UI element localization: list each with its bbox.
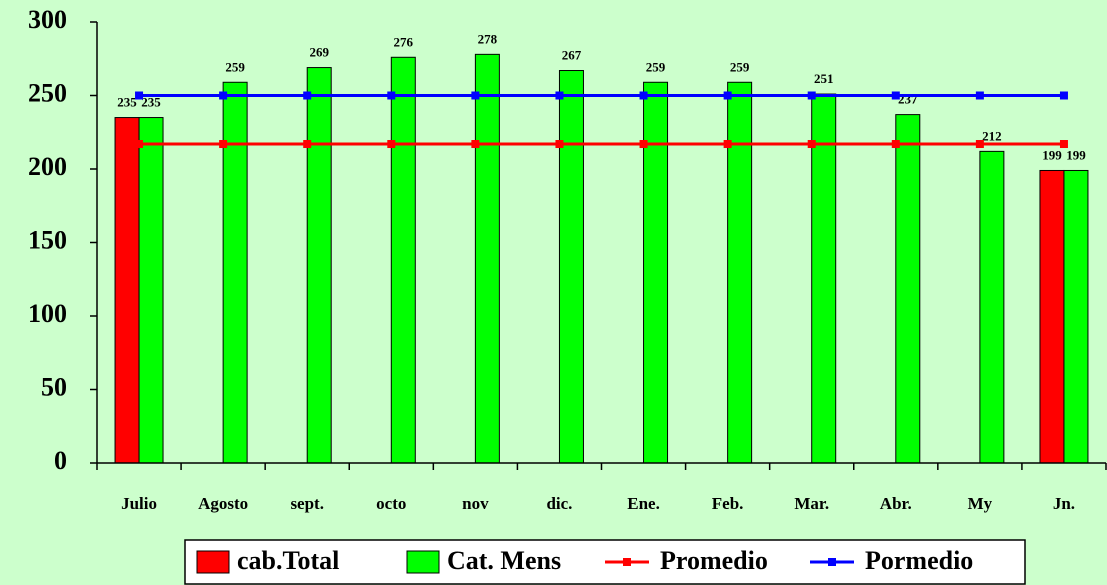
marker: [303, 140, 312, 149]
bar: [979, 150, 1005, 464]
x-tick-label: Jn.: [1053, 494, 1075, 513]
x-tick-label: Ene.: [627, 494, 660, 513]
bar: [474, 53, 500, 464]
bar: [222, 81, 248, 464]
marker: [807, 140, 816, 149]
y-tick-label: 100: [28, 299, 67, 328]
x-tick-label: octo: [376, 494, 406, 513]
legend-label: cab.Total: [237, 546, 339, 575]
legend-label: Cat. Mens: [447, 546, 561, 575]
marker: [219, 91, 228, 100]
marker: [639, 140, 648, 149]
marker: [135, 140, 144, 149]
bar: [306, 67, 332, 464]
marker: [555, 140, 564, 149]
marker: [471, 140, 480, 149]
marker: [723, 140, 732, 149]
marker: [891, 91, 900, 100]
legend-marker: [828, 558, 836, 566]
y-tick-label: 200: [28, 152, 67, 181]
legend-marker: [623, 558, 631, 566]
data-label: 269: [309, 45, 329, 60]
legend-swatch: [196, 550, 230, 574]
marker: [807, 91, 816, 100]
y-tick-label: 300: [28, 5, 67, 34]
y-tick-label: 50: [41, 372, 67, 401]
marker: [975, 91, 984, 100]
marker: [303, 91, 312, 100]
data-label: 237: [898, 92, 918, 107]
marker: [219, 140, 228, 149]
x-tick-label: sept.: [290, 494, 324, 513]
x-tick-label: Agosto: [198, 494, 248, 513]
data-label: 267: [562, 47, 582, 62]
data-label: 259: [730, 59, 750, 74]
data-label: 251: [814, 71, 834, 86]
x-tick-label: My: [968, 494, 993, 513]
x-tick-label: nov: [462, 494, 489, 513]
bar: [1039, 169, 1065, 464]
bar: [643, 81, 669, 464]
marker: [135, 91, 144, 100]
legend-label: Pormedio: [865, 546, 973, 575]
x-tick-label: Abr.: [880, 494, 912, 513]
marker: [723, 91, 732, 100]
data-label: 199: [1066, 147, 1086, 162]
marker: [387, 140, 396, 149]
marker: [891, 140, 900, 149]
x-tick-label: Feb.: [712, 494, 744, 513]
data-label: 259: [646, 59, 666, 74]
data-label: 199: [1042, 147, 1062, 162]
y-tick-label: 150: [28, 225, 67, 254]
marker: [387, 91, 396, 100]
data-label: 259: [225, 59, 245, 74]
marker: [975, 140, 984, 149]
x-tick-label: Julio: [121, 494, 157, 513]
data-label: 235: [117, 95, 137, 110]
y-tick-label: 250: [28, 78, 67, 107]
data-label: 212: [982, 128, 1002, 143]
legend-swatch: [406, 550, 440, 574]
x-tick-label: dic.: [546, 494, 572, 513]
data-label: 278: [478, 31, 498, 46]
bar: [727, 81, 753, 464]
marker: [555, 91, 564, 100]
bar: [138, 117, 164, 464]
x-tick-label: Mar.: [794, 494, 829, 513]
bar: [811, 93, 837, 464]
marker: [1059, 140, 1068, 149]
marker: [471, 91, 480, 100]
data-label: 235: [141, 95, 161, 110]
bar: [895, 114, 921, 464]
legend-label: Promedio: [660, 546, 768, 575]
marker: [1059, 91, 1068, 100]
data-label: 276: [394, 34, 414, 49]
marker: [639, 91, 648, 100]
bar: [390, 56, 416, 464]
bar: [1063, 169, 1089, 464]
bar: [558, 70, 584, 464]
bar: [114, 117, 140, 464]
y-tick-label: 0: [54, 446, 67, 475]
